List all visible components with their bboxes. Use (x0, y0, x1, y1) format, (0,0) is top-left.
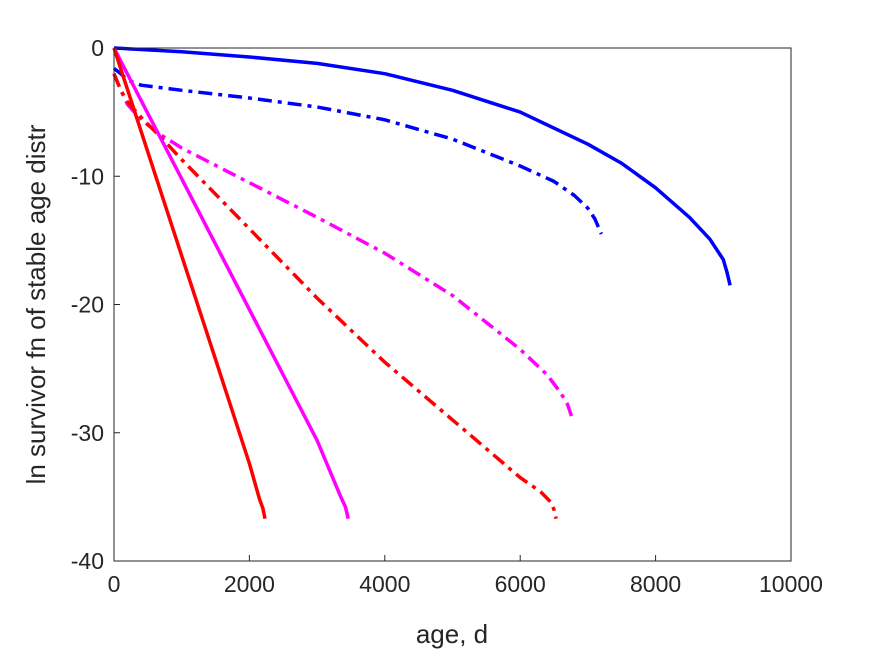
y-tick-label: -10 (71, 163, 104, 189)
x-tick-label: 4000 (359, 571, 410, 597)
x-tick-label: 6000 (495, 571, 546, 597)
x-tick-label: 8000 (630, 571, 681, 597)
x-tick-label: 10000 (759, 571, 823, 597)
x-axis: 0 2000 4000 6000 8000 10000 (108, 555, 823, 597)
y-tick-label: -20 (71, 292, 104, 318)
x-tick-label: 0 (108, 571, 121, 597)
y-tick-label: 0 (91, 35, 104, 61)
series-line-1 (113, 46, 732, 286)
series-line-5 (112, 47, 350, 520)
y-tick-label: -40 (71, 548, 104, 574)
y-axis: 0 -10 -20 -30 -40 (71, 35, 120, 574)
y-tick-label: -30 (71, 420, 104, 446)
x-axis-label: age, d (416, 619, 488, 649)
series-layer (112, 46, 732, 520)
x-tick-label: 2000 (224, 571, 275, 597)
y-axis-label: ln survivor fn of stable age distr (21, 124, 51, 484)
series-line-6 (112, 47, 267, 520)
